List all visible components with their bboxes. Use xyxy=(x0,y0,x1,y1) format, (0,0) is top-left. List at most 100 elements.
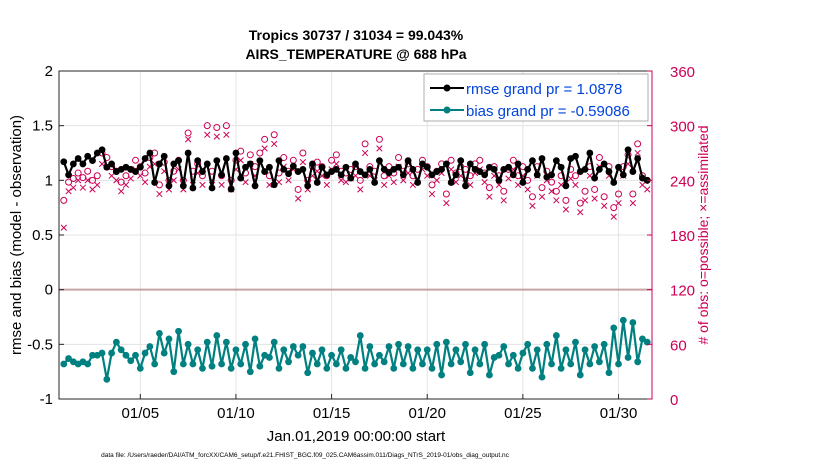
x-tick-label: 01/15 xyxy=(313,405,351,422)
rmse-point xyxy=(323,171,331,179)
rmse-point xyxy=(285,170,292,178)
obs-assimilated-marker xyxy=(486,193,493,200)
bias-point xyxy=(452,346,460,354)
rmse-point xyxy=(442,160,450,168)
obs-possible-marker xyxy=(246,151,254,159)
obs-possible-marker xyxy=(595,154,603,162)
rmse-point xyxy=(605,168,613,175)
bias-point xyxy=(227,364,235,372)
obs-possible-marker xyxy=(562,196,570,204)
obs-assimilated-marker xyxy=(184,136,192,143)
obs-assimilated-marker xyxy=(615,199,622,207)
obs-assimilated-marker xyxy=(443,199,450,207)
obs-assimilated-marker xyxy=(634,149,641,157)
y-axis-right-label: # of obs: o=possible; ×=assimilated xyxy=(695,125,711,344)
x-tick-label: 01/05 xyxy=(122,405,160,422)
bias-point xyxy=(543,340,551,348)
obs-possible-marker xyxy=(270,131,278,139)
bias-point xyxy=(266,354,273,361)
rmse-point xyxy=(98,146,106,154)
obs-possible-marker xyxy=(552,187,560,195)
bias-point xyxy=(610,324,618,332)
rmse-point xyxy=(509,171,517,179)
obs-possible-marker xyxy=(280,154,288,162)
obs-assimilated-marker xyxy=(333,160,340,168)
obs-possible-marker xyxy=(132,156,140,164)
y-tick-label: 0.5 xyxy=(32,227,53,244)
bias-point xyxy=(524,340,532,348)
rmse-point xyxy=(347,174,355,182)
legend: rmse grand pr = 1.0878 bias grand pr = -… xyxy=(423,73,649,122)
bias-point xyxy=(127,357,135,365)
y-right-tick-label: 180 xyxy=(670,228,695,245)
rmse-point xyxy=(366,166,374,173)
y-right-tick-label: 300 xyxy=(670,119,695,136)
bias-point xyxy=(203,338,211,346)
obs-possible-marker xyxy=(84,167,92,175)
obs-assimilated-marker xyxy=(89,186,96,193)
bias-point xyxy=(557,364,565,372)
rmse-point xyxy=(447,179,455,186)
rmse-point xyxy=(304,182,312,190)
rmse-point xyxy=(136,163,144,171)
rmse-point xyxy=(69,160,77,168)
bias-point xyxy=(505,360,512,368)
obs-possible-marker xyxy=(356,176,364,184)
obs-possible-marker xyxy=(184,129,192,137)
bias-point xyxy=(404,343,412,350)
x-tick-label: 01/25 xyxy=(504,405,542,422)
bias-point xyxy=(342,364,350,372)
legend-bias-label: bias grand pr = -0.59086 xyxy=(466,103,630,120)
obs-assimilated-marker xyxy=(591,195,598,202)
obs-possible-marker xyxy=(576,199,584,207)
rmse-point xyxy=(337,171,345,179)
rmse-point xyxy=(428,171,436,179)
bias-point xyxy=(275,364,283,372)
rmse-point xyxy=(213,157,221,165)
y-tick-label: -0.5 xyxy=(27,336,53,353)
rmse-point xyxy=(175,157,182,165)
rmse-point xyxy=(60,158,68,166)
rmse-point xyxy=(194,157,202,165)
y-tick-label: 1 xyxy=(45,172,53,189)
y-tick-label: 0 xyxy=(45,282,53,299)
rmse-point xyxy=(256,157,264,165)
obs-assimilated-marker xyxy=(122,181,130,189)
rmse-point xyxy=(572,152,579,160)
rmse-point xyxy=(261,168,269,175)
rmse-point xyxy=(222,155,230,162)
obs-possible-marker xyxy=(375,135,383,143)
bias-point xyxy=(89,351,96,359)
bias-point xyxy=(356,332,364,339)
left-axis: -1 -0.5 0 0.5 1 1.5 2 xyxy=(27,63,64,408)
bias-point xyxy=(529,364,536,372)
bias-point xyxy=(218,360,225,368)
bias-point xyxy=(634,358,642,366)
bias-point xyxy=(409,364,417,372)
rmse-point xyxy=(615,163,622,171)
bias-point xyxy=(309,349,316,357)
y-right-tick-label: 120 xyxy=(670,283,695,300)
bias-point xyxy=(428,364,436,372)
x-axis: 01/05 01/10 01/15 01/20 01/25 01/30 xyxy=(122,394,637,422)
bias-point xyxy=(156,330,163,337)
obs-assimilated-marker xyxy=(601,202,608,209)
rmse-point xyxy=(141,155,149,162)
obs-possible-marker xyxy=(299,149,307,157)
y-right-tick-label: 360 xyxy=(670,64,695,81)
rmse-point xyxy=(103,163,111,171)
obs-assimilated-marker xyxy=(127,175,134,182)
obs-possible-marker xyxy=(615,190,623,198)
bias-point xyxy=(184,340,192,348)
rmse-point xyxy=(65,171,72,179)
rmse-point xyxy=(376,157,383,165)
bias-point xyxy=(466,369,474,377)
rmse-point xyxy=(165,182,173,190)
bias-point xyxy=(605,369,613,377)
obs-assimilated-marker xyxy=(218,181,225,189)
rmse-point xyxy=(156,160,163,168)
rmse-point xyxy=(466,160,474,168)
bias-point xyxy=(108,349,116,357)
bias-point xyxy=(471,346,479,354)
